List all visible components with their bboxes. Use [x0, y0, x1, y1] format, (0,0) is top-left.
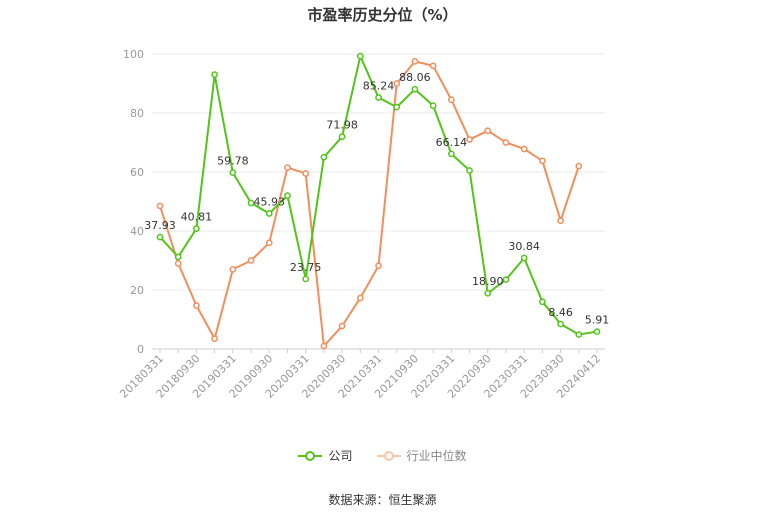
data-point-company — [174, 253, 182, 261]
data-point-company — [229, 169, 237, 176]
data-point-company — [502, 276, 510, 284]
data-label: 40.81 — [181, 211, 213, 224]
y-tick-label: 0 — [137, 343, 144, 356]
data-label: 66.14 — [436, 136, 468, 149]
series-line-industry-median — [159, 60, 580, 348]
data-point-industry-median — [193, 302, 200, 309]
data-point-company — [338, 133, 346, 141]
data-point-industry-median — [466, 136, 473, 143]
data-point-company — [302, 275, 310, 283]
data-label: 5.91 — [585, 314, 610, 327]
data-point-company — [575, 331, 583, 338]
data-point-industry-median — [320, 342, 328, 350]
y-tick-label: 80 — [130, 107, 144, 120]
data-point-industry-median — [557, 217, 564, 225]
legend-item-company[interactable]: 公司 — [298, 447, 353, 464]
series — [156, 52, 601, 350]
data-point-industry-median — [174, 260, 182, 267]
data-point-industry-median — [284, 164, 291, 171]
y-tick-label: 60 — [130, 166, 144, 179]
data-point-company — [557, 320, 564, 328]
data-point-industry-median — [247, 257, 255, 264]
data-label: 23.75 — [290, 261, 322, 274]
data-point-industry-median — [356, 294, 364, 302]
data-point-industry-median — [265, 239, 273, 247]
data-point-industry-median — [229, 266, 237, 273]
data-point-industry-median — [447, 96, 455, 104]
data-label: 88.06 — [399, 71, 431, 84]
data-point-company — [375, 94, 382, 101]
legend-line-icon — [376, 450, 401, 461]
y-tick-label: 100 — [123, 48, 144, 61]
data-point-industry-median — [502, 139, 510, 146]
data-point-industry-median — [375, 262, 382, 270]
data-point-industry-median — [575, 162, 583, 170]
legend-label: 公司 — [328, 449, 353, 463]
legend-label: 行业中位数 — [406, 449, 467, 463]
data-source: 数据来源：恒生聚源 — [328, 493, 437, 507]
data-point-industry-median — [520, 145, 528, 153]
data-point-company — [156, 233, 164, 241]
data-point-company — [520, 254, 528, 262]
data-point-industry-median — [211, 335, 218, 343]
data-point-industry-median — [338, 322, 346, 330]
legend-line-icon — [298, 450, 323, 461]
data-point-company — [393, 103, 401, 111]
data-label: 37.93 — [144, 219, 176, 232]
data-point-company — [484, 289, 492, 297]
data-point-company — [429, 102, 437, 109]
y-tick-label: 40 — [130, 225, 144, 238]
data-point-company — [193, 225, 200, 232]
chart-title: 市盈率历史分位（%） — [307, 6, 458, 24]
data-point-company — [265, 210, 273, 217]
data-point-industry-median — [539, 157, 546, 165]
data-label: 45.93 — [254, 196, 286, 209]
data-point-industry-median — [429, 62, 437, 70]
legend-item-industry-median[interactable]: 行业中位数 — [376, 447, 467, 464]
data-label: 30.84 — [508, 240, 540, 253]
data-label: 18.90 — [472, 275, 504, 288]
data-point-company — [320, 153, 328, 161]
data-point-company — [466, 167, 473, 174]
data-label: 59.78 — [217, 155, 249, 168]
data-point-company — [539, 298, 546, 306]
data-point-company — [211, 71, 218, 79]
data-point-company — [593, 328, 601, 335]
data-label: 71.98 — [326, 119, 358, 132]
data-point-company — [284, 192, 291, 199]
data-point-company — [447, 150, 455, 158]
data-point-industry-median — [411, 58, 419, 65]
legend: 公司 行业中位数 — [0, 447, 765, 464]
data-point-company — [356, 52, 364, 60]
y-tick-label: 20 — [130, 284, 144, 297]
data-label: 85.24 — [363, 80, 395, 93]
data-point-company — [247, 199, 255, 207]
data-point-industry-median — [156, 202, 164, 210]
grid-lines — [152, 53, 605, 291]
data-label: 8.46 — [548, 306, 573, 319]
data-point-industry-median — [484, 127, 492, 135]
data-labels: 37.93 40.81 59.78 45.93 23.75 71.98 85.24 88.06… — [144, 71, 609, 326]
axes: 0204060801002018033120180930201903312019… — [117, 48, 605, 401]
data-point-company — [411, 85, 419, 93]
data-point-industry-median — [302, 170, 310, 177]
data-point-industry-median — [393, 80, 401, 87]
